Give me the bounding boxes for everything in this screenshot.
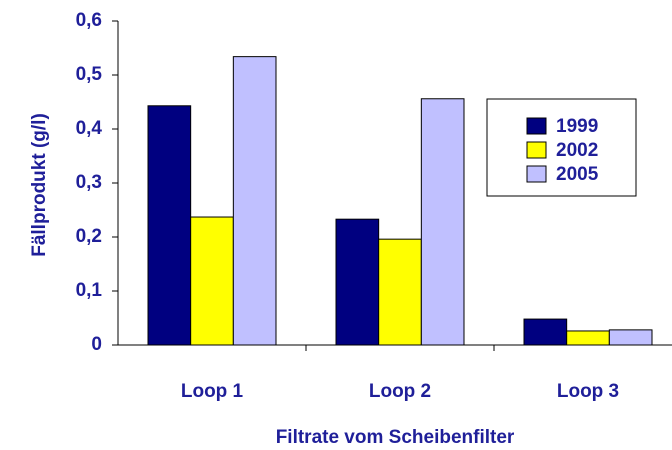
bar bbox=[232, 56, 277, 346]
legend-swatch bbox=[526, 141, 547, 159]
bar bbox=[147, 105, 192, 346]
y-tick-label: 0 bbox=[91, 334, 102, 355]
x-axis-label: Filtrate vom Scheibenfilter bbox=[276, 427, 515, 448]
y-tick-label: 0,1 bbox=[76, 280, 103, 301]
legend-box bbox=[486, 98, 637, 197]
y-tick-label: 0,4 bbox=[76, 118, 103, 139]
bar bbox=[335, 218, 380, 346]
bar bbox=[190, 216, 234, 346]
x-tick-label: Loop 3 bbox=[557, 381, 619, 402]
bar bbox=[523, 318, 568, 346]
y-tick-label: 0,2 bbox=[76, 226, 102, 247]
x-tick-label: Loop 1 bbox=[181, 381, 244, 402]
legend-swatch bbox=[526, 117, 547, 135]
bar bbox=[378, 238, 422, 346]
x-tick-label: Loop 2 bbox=[369, 381, 431, 402]
y-tick-label: 0,5 bbox=[76, 64, 103, 85]
bar bbox=[608, 329, 653, 346]
y-tick-label: 0,6 bbox=[76, 10, 102, 31]
legend-swatch bbox=[526, 165, 547, 183]
bar bbox=[420, 98, 465, 346]
legend-label: 2002 bbox=[556, 140, 598, 161]
legend-label: 1999 bbox=[556, 116, 598, 137]
y-tick-label: 0,3 bbox=[76, 172, 102, 193]
bar bbox=[566, 330, 610, 346]
legend-label: 2005 bbox=[556, 164, 599, 185]
y-axis-label: Fällprodukt (g/l) bbox=[29, 113, 50, 257]
